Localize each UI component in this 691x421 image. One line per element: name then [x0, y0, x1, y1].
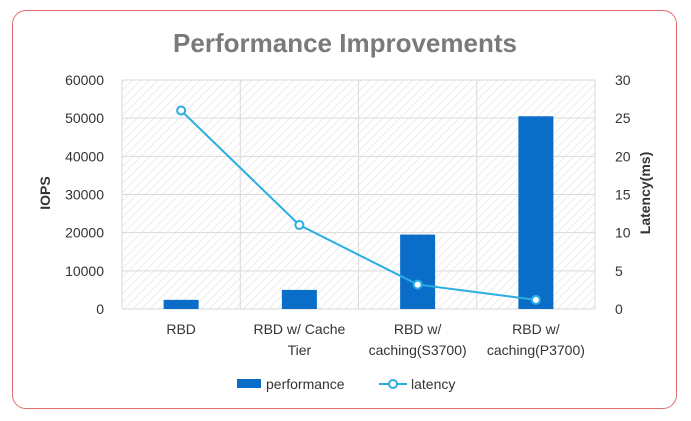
bar-2	[400, 234, 436, 309]
y2-tick-label-3: 15	[615, 187, 631, 203]
bar-0	[163, 299, 199, 309]
latency-point-1	[294, 220, 305, 231]
legend: performance latency	[237, 376, 455, 392]
y2-axis-label: Latency(ms)	[637, 152, 653, 234]
y2-tick-label-4: 20	[615, 148, 631, 164]
y-tick-label-0: 0	[96, 301, 104, 317]
category-label-1-1: Tier	[288, 342, 312, 358]
y-tick-label-1: 10000	[65, 263, 104, 279]
y-tick-label-3: 30000	[65, 187, 104, 203]
category-label-0-0: RBD	[166, 321, 196, 337]
y-axis-label: IOPS	[37, 176, 53, 209]
bar-3	[518, 116, 554, 309]
legend-swatch-performance	[237, 379, 261, 388]
legend-label-performance: performance	[266, 376, 345, 392]
category-label-1-0: RBD w/ Cache	[253, 321, 345, 337]
y-tick-label-5: 50000	[65, 110, 104, 126]
category-label-2-1: caching(S3700)	[369, 342, 467, 358]
chart-title: Performance Improvements	[173, 28, 517, 58]
bar-1	[281, 289, 317, 309]
legend-label-latency: latency	[411, 376, 455, 392]
latency-line	[180, 109, 537, 301]
latency-point-3	[530, 294, 541, 305]
latency-point-2	[412, 279, 423, 290]
y-tick-label-2: 20000	[65, 225, 104, 241]
category-label-3-1: caching(P3700)	[487, 342, 585, 358]
legend-swatch-latency-marker	[388, 379, 398, 389]
y-tick-label-4: 40000	[65, 148, 104, 164]
latency-point-0	[176, 105, 187, 116]
y2-tick-label-2: 10	[615, 225, 631, 241]
y-tick-label-6: 60000	[65, 72, 104, 88]
y2-tick-label-0: 0	[615, 301, 623, 317]
y2-tick-label-6: 30	[615, 72, 631, 88]
category-label-2-0: RBD w/	[394, 321, 442, 337]
y2-tick-label-1: 5	[615, 263, 623, 279]
category-label-3-0: RBD w/	[512, 321, 560, 337]
y2-tick-label-5: 25	[615, 110, 631, 126]
